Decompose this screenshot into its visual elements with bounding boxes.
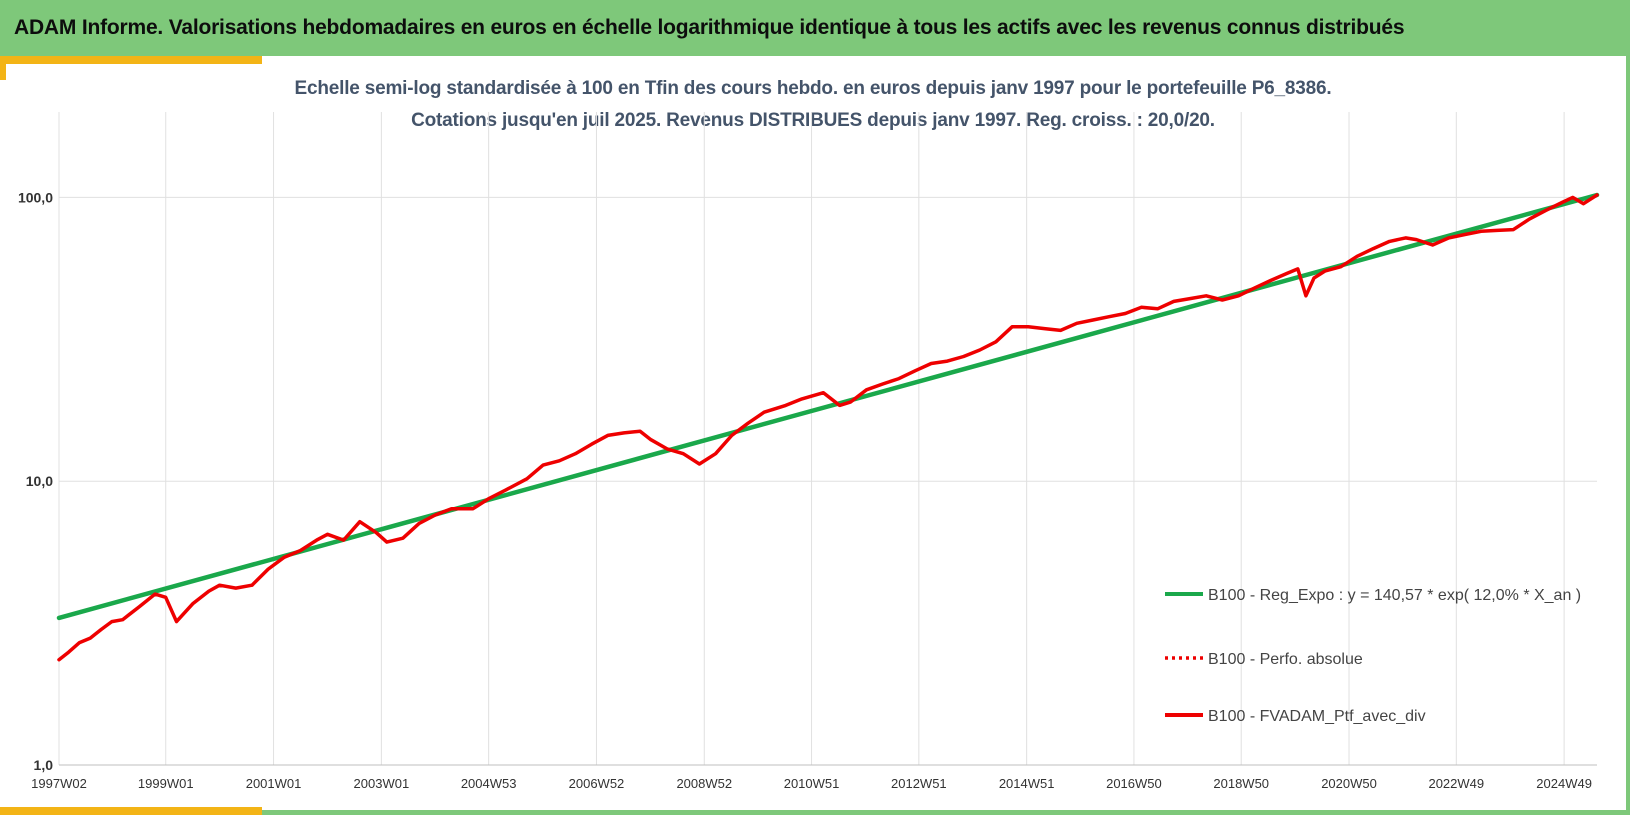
- chart-plot: 1,0 10,0 100,0 1997W02 1999W01 2001W01 2003W01…: [18, 112, 1600, 791]
- chart-title-line2: Cotations jusqu'en juil 2025. Revenus DI…: [411, 110, 1215, 131]
- x-tick-label: 2020W50: [1321, 776, 1377, 791]
- x-tick-label: 2014W51: [999, 776, 1055, 791]
- x-tick-label: 2012W51: [891, 776, 947, 791]
- x-tick-label: 2001W01: [246, 776, 302, 791]
- chart-area: Echelle semi-log standardisée à 100 en T…: [0, 64, 1626, 809]
- x-tick-label: 1997W02: [31, 776, 87, 791]
- y-tick-label: 1,0: [34, 757, 54, 773]
- frame-bottom: [262, 810, 1630, 815]
- legend-label: B100 - Reg_Expo : y = 140,57 * exp( 12,0…: [1208, 587, 1581, 604]
- x-tick-label: 2003W01: [354, 776, 410, 791]
- report-title: ADAM Informe. Valorisations hebdomadaire…: [14, 16, 1405, 39]
- x-tick-label: 1999W01: [138, 776, 194, 791]
- x-tick-label: 2010W51: [784, 776, 840, 791]
- x-tick-label: 2024W49: [1536, 776, 1592, 791]
- accent-bar-bottom: [0, 807, 262, 815]
- y-tick-label: 10,0: [26, 473, 53, 489]
- y-tick-label: 100,0: [18, 189, 53, 205]
- legend-label: B100 - FVADAM_Ptf_avec_div: [1208, 708, 1426, 725]
- x-tick-label: 2008W52: [676, 776, 732, 791]
- x-tick-label: 2004W53: [461, 776, 517, 791]
- x-tick-label: 2016W50: [1106, 776, 1162, 791]
- portfolio-line: [57, 193, 1599, 662]
- accent-bar-top: [0, 56, 262, 64]
- legend-label: B100 - Perfo. absolue: [1208, 651, 1363, 668]
- chart-title-line1: Echelle semi-log standardisée à 100 en T…: [294, 78, 1332, 99]
- frame-right: [1626, 56, 1630, 815]
- x-tick-label: 2006W52: [569, 776, 625, 791]
- accent-bar-left: [0, 56, 6, 80]
- x-tick-label: 2022W49: [1428, 776, 1484, 791]
- x-tick-label: 2018W50: [1213, 776, 1269, 791]
- report-header: ADAM Informe. Valorisations hebdomadaire…: [0, 0, 1630, 56]
